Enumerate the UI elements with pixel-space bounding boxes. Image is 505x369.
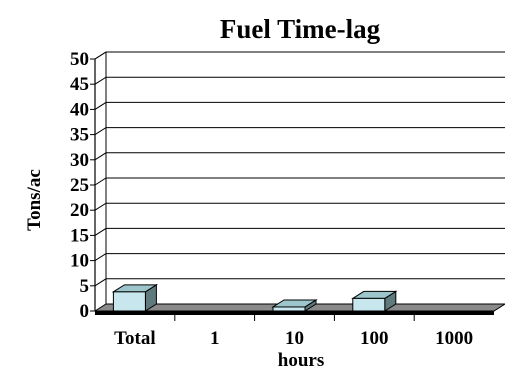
x-tick-label: 1000 [435, 328, 473, 349]
bar [352, 297, 386, 312]
y-tick-labels: 0 5 10 15 20 25 30 35 40 45 50 [70, 49, 89, 322]
bars [111, 283, 398, 312]
y-tick-label: 30 [70, 150, 89, 171]
x-tick-label: 100 [360, 328, 389, 349]
gridline [94, 152, 505, 161]
floor-front [95, 311, 494, 315]
x-tick-label: 10 [285, 328, 304, 349]
gridline [94, 202, 505, 211]
axes [90, 51, 415, 321]
y-tick-label: 10 [70, 251, 89, 272]
y-tick-label: 25 [70, 175, 89, 196]
y-tick-label: 5 [80, 276, 90, 297]
y-tick-label: 50 [70, 49, 89, 70]
x-tick-label: 1 [210, 328, 220, 349]
gridline [94, 76, 505, 85]
chart-title: Fuel Time-lag [220, 14, 381, 44]
y-axis-label: Tons/ac [24, 169, 45, 231]
gridlines [94, 51, 505, 287]
gridline [94, 227, 505, 236]
y-tick-label: 45 [70, 74, 89, 95]
y-tick-label: 40 [70, 99, 89, 120]
gridline [94, 127, 505, 136]
bar [112, 291, 146, 312]
x-tick-labels: Total 1 10 100 1000 [114, 328, 473, 349]
gridline [94, 101, 505, 110]
back-wall-top-edge [94, 51, 107, 60]
x-tick-label: Total [114, 328, 156, 349]
gridline [94, 253, 505, 262]
x-axis-label: hours [278, 350, 324, 369]
y-tick-label: 35 [70, 125, 89, 146]
y-tick-label: 0 [80, 301, 90, 322]
y-tick-label: 15 [70, 225, 89, 246]
bar [272, 306, 306, 312]
gridline [94, 177, 505, 186]
gridline [94, 51, 505, 60]
y-tick-label: 20 [70, 200, 89, 221]
